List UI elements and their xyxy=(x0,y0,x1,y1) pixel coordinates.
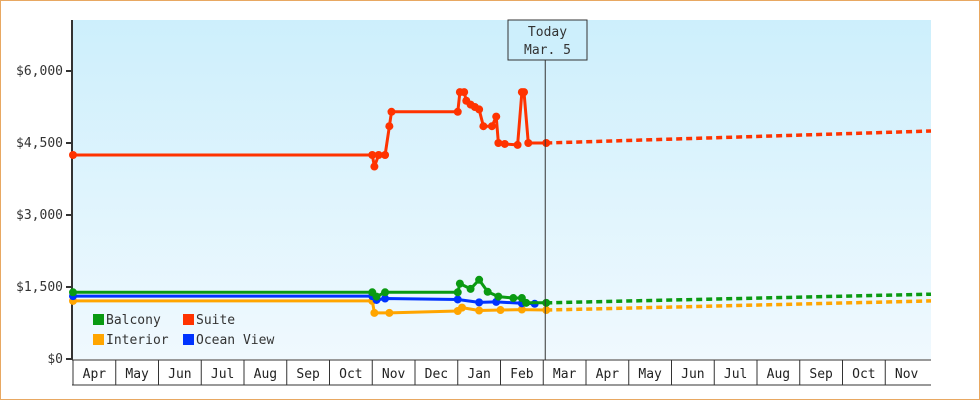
forecast-line xyxy=(546,129,932,145)
x-tick-label: Jun xyxy=(681,367,704,382)
x-tick-label: Aug xyxy=(254,367,277,382)
x-tick-label: Apr xyxy=(596,367,620,382)
today-marker: Today Mar. 5 xyxy=(507,19,588,360)
x-tick-label: Sep xyxy=(809,367,833,382)
x-tick-label: Nov xyxy=(895,367,919,382)
legend-swatch xyxy=(93,314,104,325)
x-tick-label: Feb xyxy=(510,367,534,382)
x-tick-label: May xyxy=(638,367,662,382)
y-tick-label: $0 xyxy=(47,352,63,367)
forecast-line xyxy=(546,299,932,312)
legend-label: Ocean View xyxy=(196,333,274,348)
x-tick-label: Mar xyxy=(553,367,577,382)
legend-label: Balcony xyxy=(106,313,161,328)
x-axis: Apr May Jun Jul Aug Sep Oct Nov Dec Jan Feb Mar Apr M… xyxy=(72,359,931,386)
x-tick-label: Jun xyxy=(168,367,191,382)
legend-label: Interior xyxy=(106,333,169,348)
x-tick-label: Jul xyxy=(724,367,747,382)
x-tick-label: Jan xyxy=(467,367,490,382)
y-axis: $0 $1,500 $3,000 $4,500 $6,000 xyxy=(16,20,73,367)
series-lines xyxy=(69,88,932,317)
x-tick-label: Oct xyxy=(339,367,362,382)
x-tick-label: Aug xyxy=(767,367,790,382)
today-label: Today xyxy=(528,25,567,40)
x-tick-label: Sep xyxy=(296,367,320,382)
x-tick-label: Jul xyxy=(211,367,234,382)
x-tick-label: Apr xyxy=(83,367,107,382)
legend: Balcony Suite Interior Ocean View xyxy=(93,313,274,348)
y-tick-label: $3,000 xyxy=(16,208,63,223)
legend-swatch xyxy=(93,334,104,345)
today-date: Mar. 5 xyxy=(524,43,571,58)
x-tick-label: Dec xyxy=(425,367,448,382)
legend-label: Suite xyxy=(196,313,235,328)
x-tick-label: Oct xyxy=(852,367,875,382)
forecast-line xyxy=(546,292,932,305)
y-tick-label: $6,000 xyxy=(16,64,63,79)
y-tick-label: $1,500 xyxy=(16,280,63,295)
x-tick-label: May xyxy=(125,367,149,382)
legend-swatch xyxy=(183,314,194,325)
legend-swatch xyxy=(183,334,194,345)
y-tick-label: $4,500 xyxy=(16,136,63,151)
x-tick-label: Nov xyxy=(382,367,406,382)
